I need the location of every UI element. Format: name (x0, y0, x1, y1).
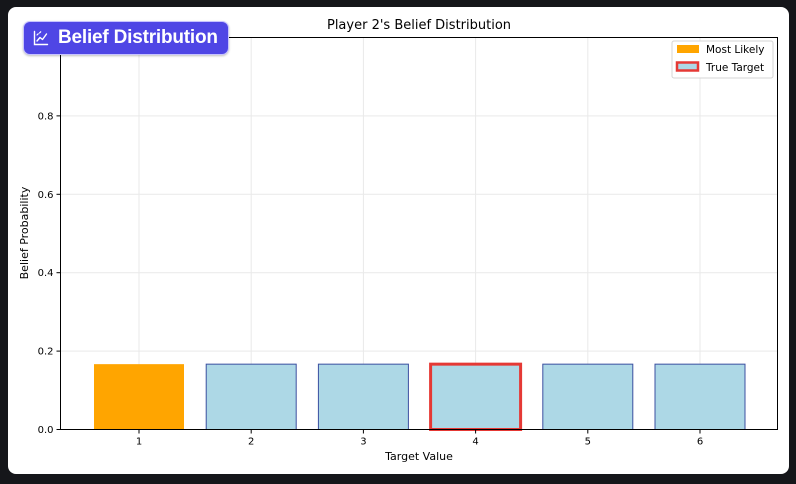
bar-2 (205, 363, 297, 430)
plot-frame (60, 37, 778, 430)
x-tick-label: 6 (697, 437, 703, 448)
y-tick-label: 0.8 (38, 111, 54, 122)
bar-chart: Player 2's Belief Distribution 1 2 3 4 5 6 0.… (18, 18, 778, 463)
bar-5 (542, 363, 634, 430)
bar-1 (94, 364, 184, 430)
chart-title: Player 2's Belief Distribution (327, 18, 511, 33)
chart-line-icon (33, 30, 49, 46)
y-ticks: 0.0 0.2 0.4 0.6 0.8 (38, 111, 61, 436)
y-tick-label: 0.4 (38, 268, 54, 279)
legend-swatch-most-likely (677, 45, 699, 53)
x-tick-label: 2 (248, 437, 254, 448)
x-ticks: 1 2 3 4 5 6 (136, 429, 703, 448)
y-tick-label: 0.0 (38, 425, 54, 436)
legend: Most Likely True Target (671, 40, 774, 79)
x-tick-label: 1 (136, 437, 142, 448)
legend-label-most-likely: Most Likely (706, 44, 764, 56)
bar-4 (429, 362, 523, 431)
badge-label: Belief Distribution (58, 27, 218, 48)
legend-swatch-true-target (675, 61, 700, 72)
bar-6 (654, 363, 746, 430)
x-tick-label: 4 (472, 437, 478, 448)
bar-3 (317, 363, 409, 430)
x-tick-label: 3 (360, 437, 366, 448)
y-tick-label: 0.2 (38, 347, 54, 358)
belief-distribution-badge: Belief Distribution (23, 21, 229, 55)
y-tick-label: 0.6 (38, 190, 54, 201)
y-axis-label: Belief Probability (18, 186, 31, 279)
bars (94, 362, 746, 431)
x-tick-label: 5 (585, 437, 591, 448)
chart-card: Belief Distribution Player 2's Belief Di… (8, 7, 789, 474)
legend-label-true-target: True Target (705, 62, 764, 74)
x-axis-label: Target Value (384, 450, 453, 463)
